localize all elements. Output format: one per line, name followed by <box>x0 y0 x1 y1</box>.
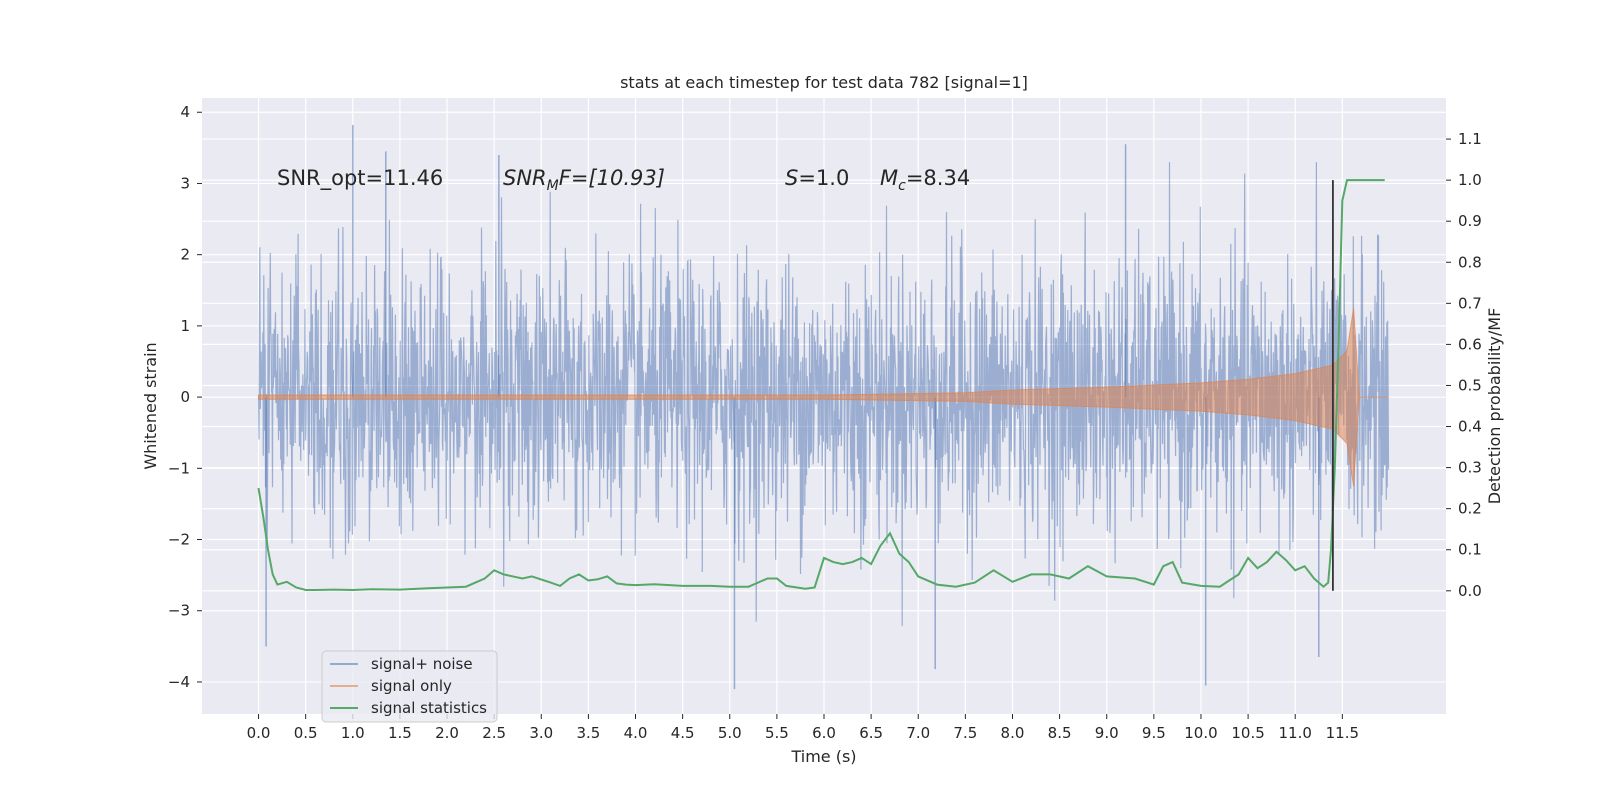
y-tick-label: 4 <box>180 103 190 121</box>
x-tick-label: 9.0 <box>1095 724 1119 742</box>
y-tick-label: −1 <box>168 459 190 477</box>
y2-tick-label: 1.0 <box>1458 171 1482 189</box>
x-tick-label: 4.5 <box>671 724 695 742</box>
signal-only-envelope <box>258 308 1389 487</box>
legend-label-signal-only: signal only <box>371 677 452 695</box>
x-tick-label: 5.0 <box>718 724 742 742</box>
x-tick-label: 8.5 <box>1048 724 1072 742</box>
x-tick-label: 3.5 <box>576 724 600 742</box>
x-tick-label: 7.5 <box>953 724 977 742</box>
x-axis-ticks: 0.0 0.5 1.0 1.5 2.0 2.5 3.0 3.5 4.0 4.5 5.0 5.5 6.0 6… <box>247 714 1359 742</box>
y2-tick-label: 0.0 <box>1458 582 1482 600</box>
annotation-s-symbol: S <box>785 166 798 190</box>
y-axis-ticks: 4 3 2 1 0 −1 −2 −3 −4 <box>168 103 202 691</box>
y2-tick-label: 0.5 <box>1458 376 1482 394</box>
annotation-mc-symbol: M <box>880 166 898 190</box>
y-axis-label: Whitened strain <box>141 342 160 469</box>
annotation-s: S=1.0 <box>785 166 849 190</box>
legend-label-signal-noise: signal+ noise <box>371 655 473 673</box>
x-tick-label: 2.0 <box>435 724 459 742</box>
legend-box <box>321 650 498 723</box>
x-tick-label: 10.5 <box>1231 724 1264 742</box>
signal-statistics-series <box>257 179 1385 592</box>
x-tick-label: 1.5 <box>388 724 412 742</box>
x-tick-label: 0.5 <box>294 724 318 742</box>
y2-tick-label: 0.4 <box>1458 418 1482 436</box>
y2-tick-label: 0.1 <box>1458 541 1482 559</box>
y-tick-label: −4 <box>168 673 190 691</box>
x-tick-label: 8.0 <box>1001 724 1025 742</box>
x-tick-label: 2.5 <box>482 724 506 742</box>
y2-tick-label: 1.1 <box>1458 130 1482 148</box>
annotation-snr-mf-subscript: M <box>547 178 559 194</box>
y-tick-label: 2 <box>180 246 190 264</box>
x-tick-label: 11.5 <box>1326 724 1359 742</box>
y2-tick-label: 0.9 <box>1458 212 1482 230</box>
x-tick-label: 3.0 <box>529 724 553 742</box>
signal-noise-trace <box>257 162 1390 626</box>
x-axis-label: Time (s) <box>790 747 856 766</box>
legend-label-signal-statistics: signal statistics <box>371 699 487 717</box>
annotation-snr-opt: SNR_opt=11.46 <box>277 166 443 191</box>
y2-tick-label: 0.6 <box>1458 335 1482 353</box>
annotation-mc-value: =8.34 <box>906 166 970 190</box>
annotation-snr-mf-symbol: SNR <box>503 166 547 190</box>
y2-axis-label: Detection probability/MF <box>1485 308 1504 505</box>
x-tick-label: 6.0 <box>812 724 836 742</box>
chart-title: stats at each timestep for test data 782… <box>620 73 1028 92</box>
legend: signal+ noise signal only signal statist… <box>321 650 498 723</box>
y2-tick-label: 0.7 <box>1458 294 1482 312</box>
x-tick-label: 5.5 <box>765 724 789 742</box>
y2-tick-label: 0.3 <box>1458 459 1482 477</box>
x-tick-label: 10.0 <box>1184 724 1217 742</box>
y-tick-label: −3 <box>168 602 190 620</box>
x-tick-label: 0.0 <box>247 724 271 742</box>
y-tick-label: 3 <box>180 174 190 192</box>
x-tick-label: 7.0 <box>906 724 930 742</box>
y-tick-label: −2 <box>168 531 190 549</box>
signal-statistics-line <box>257 179 1385 592</box>
y2-axis-ticks: 1.1 1.0 0.9 0.8 0.7 0.6 0.5 0.4 0.3 0.2 0.1 0.0 <box>1446 130 1482 600</box>
y-tick-label: 0 <box>180 388 190 406</box>
annotation-snr-mf-value: F=[10.93] <box>559 166 665 190</box>
x-tick-label: 1.0 <box>341 724 365 742</box>
x-tick-label: 11.0 <box>1279 724 1312 742</box>
y-tick-label: 1 <box>180 317 190 335</box>
signal-noise-series <box>257 125 1390 690</box>
annotation-mc: Mc=8.34 <box>880 166 970 194</box>
annotation-mc-subscript: c <box>898 178 906 194</box>
x-tick-label: 4.0 <box>624 724 648 742</box>
y2-tick-label: 0.2 <box>1458 500 1482 518</box>
y2-tick-label: 0.8 <box>1458 253 1482 271</box>
x-tick-label: 9.5 <box>1142 724 1166 742</box>
annotation-snr-mf: SNRMF=[10.93] <box>503 166 665 194</box>
annotation-s-value: =1.0 <box>798 166 849 190</box>
x-tick-label: 6.5 <box>859 724 883 742</box>
signal-only-series <box>258 308 1389 487</box>
